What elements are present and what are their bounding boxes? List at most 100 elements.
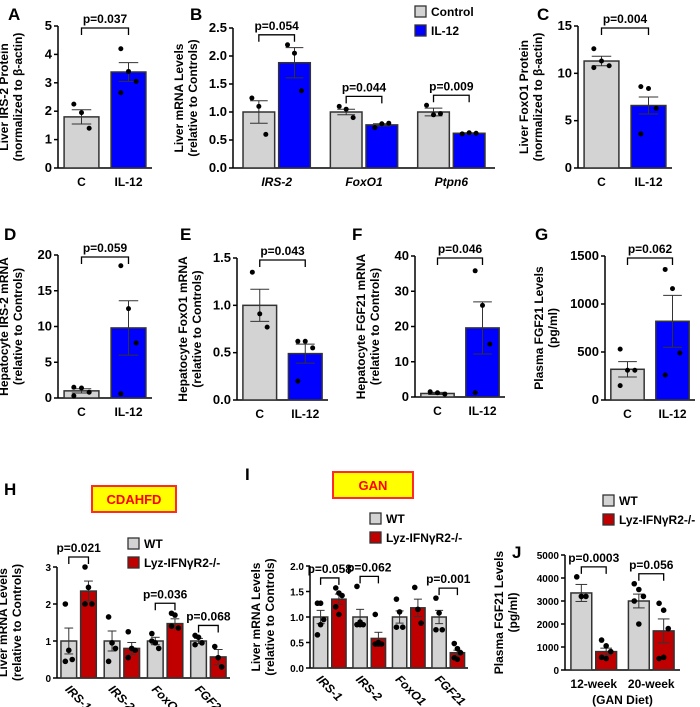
y-tick-label: 0 bbox=[45, 160, 52, 175]
legend-swatch-ko bbox=[127, 556, 140, 569]
bar-il12 bbox=[277, 61, 312, 169]
data-point bbox=[71, 101, 77, 107]
data-point bbox=[472, 268, 478, 274]
data-point bbox=[291, 50, 297, 56]
data-point bbox=[632, 367, 638, 373]
data-point bbox=[656, 600, 662, 607]
data-point bbox=[660, 654, 667, 661]
p-value-label: p=0.009 bbox=[429, 79, 474, 93]
y-tick-label: 0.5 bbox=[290, 639, 304, 650]
y-tick-label: 15 bbox=[558, 18, 572, 33]
data-point bbox=[314, 632, 321, 638]
data-point bbox=[451, 640, 458, 647]
data-point bbox=[310, 345, 316, 351]
panel-i: I 0.0 0.5 1.0 1.5 2.0 Liver mRNA Levels (relati… bbox=[245, 465, 471, 707]
y-tick-label: 2.0 bbox=[290, 562, 304, 573]
y-axis-label: Hepatocyte FoxO1 mRNA bbox=[176, 256, 190, 402]
data-point bbox=[454, 656, 461, 663]
data-point bbox=[105, 658, 112, 665]
data-point bbox=[109, 640, 115, 646]
data-point bbox=[677, 350, 683, 356]
y-tick-label: 2000 bbox=[537, 620, 560, 631]
y-axis-label: (relative to Controls) bbox=[368, 268, 382, 385]
y-axis-label: Liver mRNA Levels bbox=[172, 43, 186, 152]
panel-f: F 0 10 20 30 40 Hepatocyte FGF21 mRNA (relative… bbox=[352, 225, 505, 418]
data-point bbox=[118, 46, 124, 52]
legend-swatch-control bbox=[414, 5, 427, 18]
data-point bbox=[375, 641, 382, 647]
significance-bracket bbox=[580, 566, 607, 574]
legend-label: WT bbox=[386, 512, 405, 526]
data-point bbox=[431, 112, 437, 118]
y-axis-label: (relative to Controls) bbox=[263, 558, 277, 675]
data-point bbox=[598, 637, 605, 643]
x-tick-label: IL-12 bbox=[468, 404, 496, 418]
data-point bbox=[211, 643, 218, 650]
panel-letter: D bbox=[4, 225, 16, 244]
y-axis-label: (pg/ml) bbox=[546, 308, 560, 348]
significance-bracket bbox=[626, 257, 674, 265]
panel-a: A 0 1 2 3 4 5 Liver IRS-2 Protein (normalized to… bbox=[0, 5, 152, 189]
data-point bbox=[656, 655, 662, 662]
x-tick-label: C bbox=[255, 407, 264, 421]
x-tick-label: IRS-1 bbox=[314, 672, 346, 704]
data-point bbox=[603, 643, 609, 649]
data-point bbox=[480, 302, 485, 308]
y-tick-label: 1 bbox=[45, 637, 51, 648]
data-point bbox=[439, 626, 446, 633]
data-point bbox=[662, 266, 668, 272]
y-tick-label: 4000 bbox=[537, 574, 560, 585]
significance-bracket bbox=[197, 624, 219, 633]
y-tick-label: 0 bbox=[592, 392, 599, 407]
data-point bbox=[336, 103, 342, 109]
bar-ko bbox=[331, 598, 347, 669]
y-tick-label: 0.0 bbox=[209, 160, 227, 175]
bar-control bbox=[63, 116, 100, 169]
y-axis-label: Plasma FGF21 Levels bbox=[532, 266, 546, 390]
panel-letter: G bbox=[535, 225, 548, 244]
y-tick-label: 3000 bbox=[537, 597, 560, 608]
diet-title: GAN bbox=[359, 478, 388, 493]
data-point bbox=[105, 614, 112, 620]
data-point bbox=[606, 63, 612, 69]
bar-ko bbox=[166, 622, 184, 679]
data-point bbox=[332, 604, 339, 610]
data-point bbox=[263, 131, 269, 137]
significance-bracket bbox=[259, 259, 306, 267]
x-tick-label: IRS-2 bbox=[261, 175, 292, 189]
legend-swatch-wt bbox=[127, 537, 140, 550]
significance-bracket bbox=[436, 257, 484, 265]
x-tick-label: IL-12 bbox=[114, 175, 142, 189]
y-tick-label: 40 bbox=[395, 248, 409, 263]
data-point bbox=[357, 619, 363, 625]
data-point bbox=[459, 131, 465, 137]
p-value-label: p=0.001 bbox=[426, 572, 471, 586]
x-tick-label: FoxO1 bbox=[149, 682, 186, 707]
legend-label: IL-12 bbox=[431, 24, 459, 38]
data-point bbox=[625, 367, 630, 373]
data-point bbox=[192, 641, 198, 648]
data-point bbox=[199, 640, 205, 646]
x-tick-label: FoxO1 bbox=[345, 175, 383, 189]
data-point bbox=[264, 324, 270, 330]
diet-title-box bbox=[332, 471, 414, 499]
data-point bbox=[82, 601, 88, 607]
significance-bracket bbox=[80, 256, 130, 264]
diet-title: CDAHFD bbox=[107, 492, 162, 507]
y-tick-label: 0.5 bbox=[213, 345, 231, 360]
bar-control bbox=[583, 60, 620, 169]
data-point bbox=[62, 658, 69, 665]
data-point bbox=[466, 130, 472, 136]
y-tick-label: 5000 bbox=[537, 551, 560, 562]
legend-label: WT bbox=[144, 537, 163, 551]
data-point bbox=[302, 338, 308, 344]
y-tick-label: 1.5 bbox=[213, 250, 231, 265]
data-point bbox=[603, 655, 609, 662]
data-point bbox=[118, 90, 124, 96]
data-point bbox=[298, 88, 304, 94]
x-tick-label: Ptpn6 bbox=[435, 175, 469, 189]
panel-j: J 0 1000 2000 3000 4000 5000 Plasma FGF21 Level… bbox=[492, 494, 695, 707]
bar-control bbox=[416, 111, 451, 169]
y-tick-label: 1.0 bbox=[290, 613, 304, 624]
